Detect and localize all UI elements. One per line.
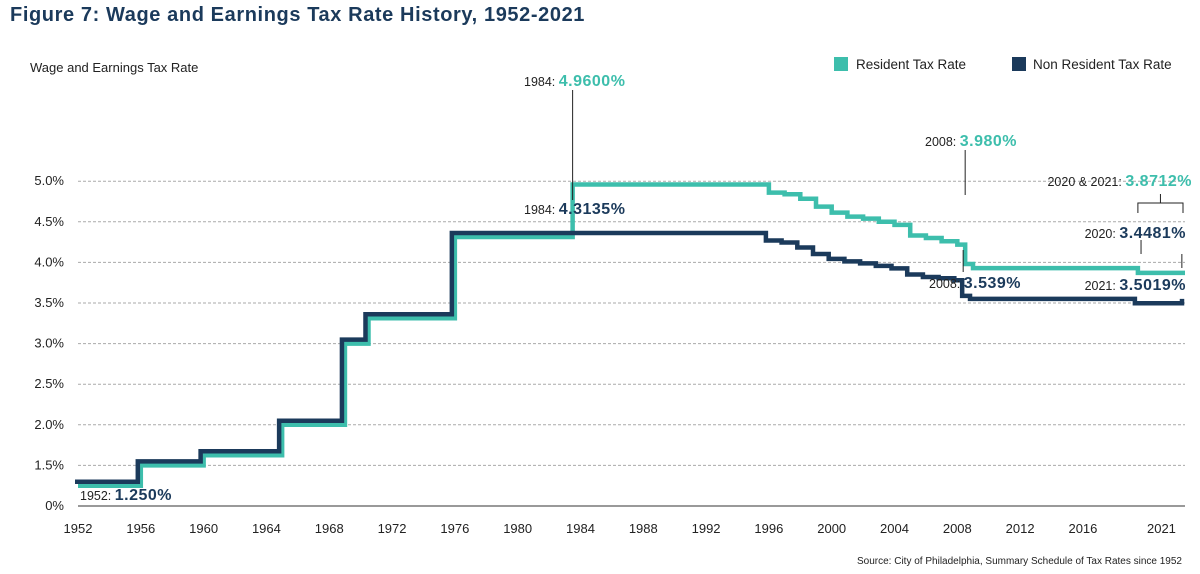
x-tick-label: 2008	[943, 521, 972, 536]
x-tick-label: 1952	[64, 521, 93, 536]
legend-swatch-resident	[834, 57, 848, 71]
x-tick-label: 1960	[189, 521, 218, 536]
annotation-1952-prefix: 1952:	[80, 489, 115, 503]
y-tick-label: 4.5%	[34, 214, 64, 229]
x-tick-label: 2000	[817, 521, 846, 536]
annotation-2021-nonresident: 2021: 3.5019%	[1085, 277, 1186, 294]
y-axis-title: Wage and Earnings Tax Rate	[30, 60, 198, 75]
annotation-1984-resident-prefix: 1984:	[524, 75, 559, 89]
y-tick-label: 4.0%	[34, 254, 64, 269]
x-tick-label: 1988	[629, 521, 658, 536]
x-tick-label: 1964	[252, 521, 281, 536]
annotation-1984-nonresident: 1984: 4.3135%	[524, 201, 625, 218]
non-resident-tax-rate-line	[75, 230, 1185, 484]
x-tick-label: 1968	[315, 521, 344, 536]
annotation-2020-2021-resident: 2020 & 2021: 3.8712%	[1047, 173, 1192, 190]
x-tick-label: 2012	[1006, 521, 1035, 536]
annotation-1984-resident-value: 4.9600%	[559, 73, 626, 90]
legend-label-nonresident: Non Resident Tax Rate	[1033, 57, 1172, 72]
x-tick-label: 1956	[126, 521, 155, 536]
y-tick-label: 3.5%	[34, 295, 64, 310]
annotation-2021-nonresident-value: 3.5019%	[1119, 277, 1186, 294]
x-tick-label: 1972	[378, 521, 407, 536]
bracket-2020-2021	[1137, 194, 1184, 213]
annotation-2008-resident-prefix: 2008:	[925, 135, 960, 149]
y-tick-label: 2.0%	[34, 417, 64, 432]
annotation-2008-nonresident-prefix: 2008:	[929, 277, 964, 291]
legend-swatch-nonresident	[1012, 57, 1026, 71]
annotation-1984-resident: 1984: 4.9600%	[524, 73, 625, 90]
figure-title: Figure 7: Wage and Earnings Tax Rate His…	[10, 4, 586, 26]
annotation-2008-nonresident-value: 3.539%	[964, 275, 1021, 292]
annotation-2020-2021-resident-prefix: 2020 & 2021:	[1047, 175, 1125, 189]
y-tick-label: 1.5%	[34, 457, 64, 472]
axes: 0% 1.5% 2.0% 2.5% 3.0% 3.5% 4.0% 4.5% 5.0% 1952 19…	[34, 173, 1185, 536]
y-tick-label: 2.5%	[34, 376, 64, 391]
annotation-1952-value: 1.250%	[115, 487, 172, 504]
x-tick-label: 1980	[503, 521, 532, 536]
y-tick-label: 5.0%	[34, 173, 64, 188]
legend: Resident Tax Rate Non Resident Tax Rate	[834, 57, 1172, 72]
legend-label-resident: Resident Tax Rate	[856, 57, 966, 72]
annotation-2020-2021-resident-value: 3.8712%	[1125, 173, 1192, 190]
annotation-2008-resident-value: 3.980%	[960, 133, 1017, 150]
annotation-1984-nonresident-prefix: 1984:	[524, 203, 559, 217]
annotation-1952: 1952: 1.250%	[80, 487, 172, 504]
series-lines	[75, 182, 1185, 488]
gridlines	[78, 180, 1185, 466]
y-tick-label: 3.0%	[34, 336, 64, 351]
y-tick-label: 0%	[45, 498, 64, 513]
x-tick-label: 2021	[1147, 521, 1176, 536]
annotation-2008-resident: 2008: 3.980%	[925, 133, 1017, 150]
resident-tax-rate-line	[78, 182, 1185, 488]
x-tick-label: 1992	[692, 521, 721, 536]
x-tick-label: 1976	[440, 521, 469, 536]
annotation-2021-nonresident-prefix: 2021:	[1085, 279, 1120, 293]
annotation-2020-nonresident-prefix: 2020:	[1085, 227, 1120, 241]
annotation-2008-nonresident: 2008: 3.539%	[929, 275, 1021, 292]
x-tick-label: 1984	[566, 521, 595, 536]
x-tick-label: 2004	[880, 521, 909, 536]
annotation-1984-nonresident-value: 4.3135%	[559, 201, 626, 218]
annotation-2020-nonresident: 2020: 3.4481%	[1085, 225, 1186, 242]
annotations: 1984: 4.9600%1984: 4.3135%2008: 3.980%20…	[80, 73, 1192, 504]
annotation-2020-nonresident-value: 3.4481%	[1119, 225, 1186, 242]
x-tick-label: 1996	[754, 521, 783, 536]
source-note: Source: City of Philadelphia, Summary Sc…	[857, 556, 1182, 567]
x-tick-label: 2016	[1068, 521, 1097, 536]
